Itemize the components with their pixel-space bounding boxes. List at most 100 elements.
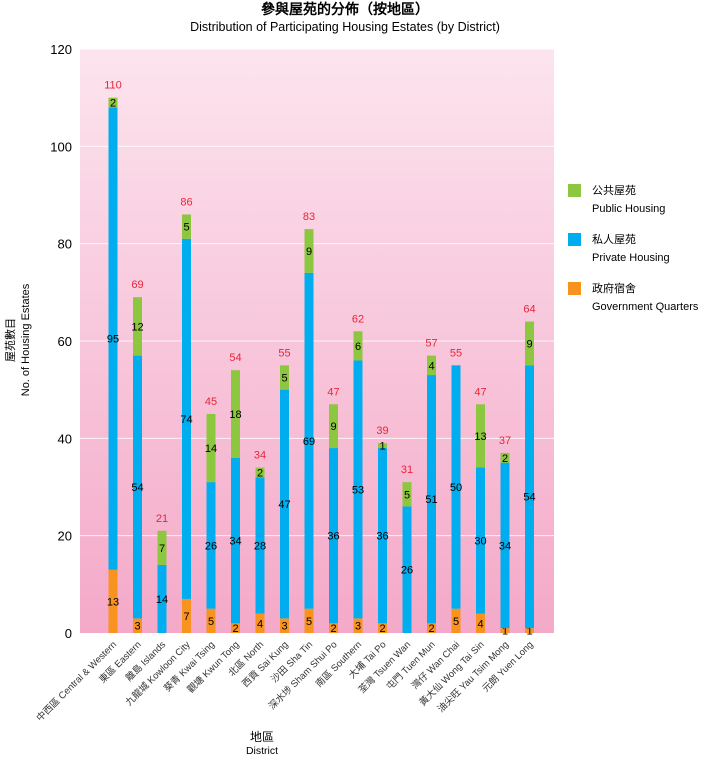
bar-stack: 1 54 9 64: [523, 304, 535, 638]
bar-segment: [304, 272, 314, 609]
bar-segment: [304, 229, 314, 273]
x-axis-label-zh: 地區: [250, 730, 274, 744]
bar-segment: [402, 482, 412, 507]
segment-label: 13: [474, 431, 486, 443]
bar-segment: [329, 623, 338, 633]
segment-label: 4: [477, 618, 483, 630]
bar-segment: [500, 628, 510, 633]
legend-label-zh: 公共屋苑: [592, 184, 636, 197]
segment-label: 5: [306, 616, 312, 628]
bar-segment: [133, 297, 142, 356]
segment-label: 5: [281, 373, 287, 385]
bar-segment: [329, 448, 338, 624]
bar-segment: [182, 598, 191, 633]
total-label: 64: [523, 304, 535, 316]
segment-label: 12: [131, 321, 143, 333]
legend-label-en: Private Housing: [592, 252, 670, 264]
segment-label: 14: [205, 443, 217, 455]
bar-segment: [280, 618, 289, 633]
bar-segment: [231, 457, 240, 624]
bar-segment: [476, 404, 485, 468]
total-label: 21: [156, 513, 168, 525]
bar-segment: [500, 462, 510, 629]
bar-segment: [329, 404, 338, 449]
bars: 1395211035412691472177458652614452341854…: [104, 80, 535, 638]
legend-item: 政府宿舍 Government Quarters: [568, 281, 699, 313]
segment-label: 3: [281, 621, 287, 633]
total-label: 39: [376, 425, 388, 437]
bar-segment: [402, 506, 412, 633]
bar-segment: [133, 355, 142, 619]
bar-stack: 5 50 55: [450, 347, 462, 633]
bar-segment: [353, 360, 363, 619]
bar-segment: [255, 477, 265, 614]
segment-label: 1: [526, 626, 532, 638]
legend-label-en: Government Quarters: [592, 301, 699, 313]
bar-stack: 5 69 9 83: [303, 211, 315, 633]
segment-label: 36: [376, 531, 388, 543]
total-label: 45: [205, 396, 217, 408]
segment-label: 9: [306, 246, 312, 258]
bar-segment: [427, 375, 436, 624]
segment-label: 50: [450, 482, 462, 494]
segment-label: 34: [499, 540, 511, 552]
total-label: 54: [229, 352, 241, 364]
bar-segment: [255, 613, 265, 633]
bar-segment: [108, 107, 118, 570]
y-tick-label: 20: [58, 529, 72, 544]
bar-segment: [451, 608, 461, 633]
bar-stack: 4 28 2 34: [254, 450, 266, 633]
segment-label: 7: [159, 543, 165, 555]
segment-label: 1: [379, 441, 385, 453]
bar-segment: [378, 448, 387, 624]
bar-segment: [476, 613, 485, 633]
segment-label: 2: [110, 98, 116, 110]
bar-segment: [427, 623, 436, 633]
bar-stack: 5 26 14 45: [205, 396, 217, 633]
segment-label: 3: [355, 621, 361, 633]
y-tick-label: 40: [58, 431, 72, 446]
segment-label: 6: [355, 341, 361, 353]
bar-segment: [231, 623, 240, 633]
legend-label-zh: 政府宿舍: [592, 281, 636, 295]
bar-segment: [206, 482, 216, 609]
bar-segment: [304, 608, 314, 633]
segment-label: 9: [330, 421, 336, 433]
total-label: 62: [352, 313, 364, 325]
segment-label: 2: [232, 623, 238, 635]
bar-segment: [353, 331, 363, 361]
segment-label: 18: [229, 409, 241, 421]
bar-stack: 26 5 31: [401, 464, 413, 633]
segment-label: 4: [428, 360, 434, 372]
total-label: 69: [131, 279, 143, 291]
segment-label: 28: [254, 540, 266, 552]
bar-stack: 2 34 18 54: [229, 352, 241, 635]
bar-segment: [500, 452, 510, 463]
segment-label: 26: [401, 565, 413, 577]
bar-segment: [182, 238, 191, 599]
bar-segment: [476, 467, 485, 614]
bar-stack: 14 7 21: [156, 513, 168, 633]
legend-swatch: [568, 233, 581, 246]
bar-segment: [206, 414, 216, 483]
bar-segment: [451, 365, 461, 609]
total-label: 83: [303, 211, 315, 223]
bar-segment: [525, 628, 534, 633]
segment-label: 2: [502, 453, 508, 465]
segment-label: 2: [379, 623, 385, 635]
bar-segment: [231, 370, 240, 458]
segment-label: 30: [474, 536, 486, 548]
total-label: 37: [499, 435, 511, 447]
segment-label: 69: [303, 436, 315, 448]
legend-swatch: [568, 184, 581, 197]
bar-stack: 3 54 12 69: [131, 279, 144, 633]
bar-stack: 2 36 9 47: [327, 386, 339, 635]
segment-label: 95: [107, 334, 119, 346]
total-label: 55: [278, 347, 290, 359]
bar-segment: [182, 214, 191, 239]
segment-label: 9: [526, 338, 532, 350]
segment-label: 51: [425, 494, 437, 506]
bar-segment: [255, 467, 265, 478]
